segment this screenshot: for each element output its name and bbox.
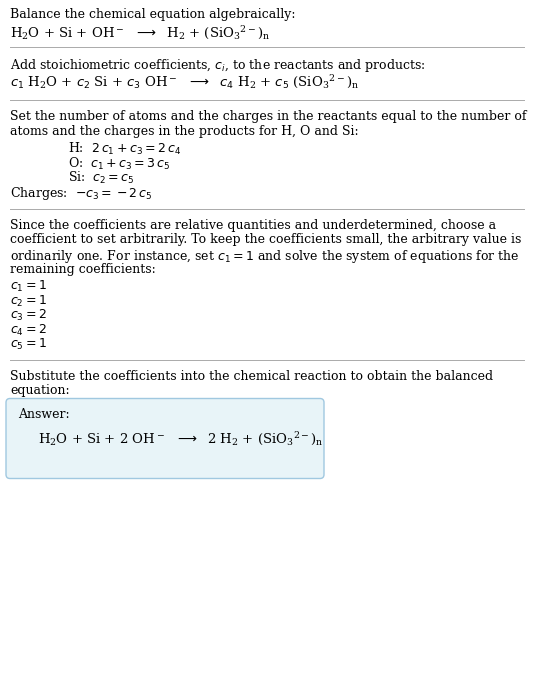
Text: $c_5 = 1$: $c_5 = 1$ [10,337,47,352]
Text: ordinarily one. For instance, set $c_1 = 1$ and solve the system of equations fo: ordinarily one. For instance, set $c_1 =… [10,248,520,265]
Text: $c_1$ $\mathregular{H_2O}$ + $c_2$ Si + $c_3$ $\mathregular{OH^-}$  $\longrighta: $c_1$ $\mathregular{H_2O}$ + $c_2$ Si + … [10,73,359,91]
Text: remaining coefficients:: remaining coefficients: [10,263,156,276]
Text: Since the coefficients are relative quantities and underdetermined, choose a: Since the coefficients are relative quan… [10,219,496,232]
Text: $\mathregular{H_2O}$ + Si + 2 $\mathregular{OH^-}$  $\longrightarrow$  2 $\mathr: $\mathregular{H_2O}$ + Si + 2 $\mathregu… [38,431,324,448]
Text: Balance the chemical equation algebraically:: Balance the chemical equation algebraica… [10,8,295,21]
Text: Answer:: Answer: [18,408,69,421]
Text: $c_2 = 1$: $c_2 = 1$ [10,294,47,309]
Text: Si:  $c_2 = c_5$: Si: $c_2 = c_5$ [68,170,135,186]
Text: O:  $c_1 + c_3 = 3\,c_5$: O: $c_1 + c_3 = 3\,c_5$ [68,156,170,172]
Text: H:  $2\,c_1 + c_3 = 2\,c_4$: H: $2\,c_1 + c_3 = 2\,c_4$ [68,141,181,157]
Text: $\mathregular{H_2O}$ + Si + $\mathregular{OH^-}$  $\longrightarrow$  $\mathregul: $\mathregular{H_2O}$ + Si + $\mathregula… [10,25,270,42]
Text: $c_3 = 2$: $c_3 = 2$ [10,308,47,323]
Text: Set the number of atoms and the charges in the reactants equal to the number of: Set the number of atoms and the charges … [10,110,527,123]
Text: $c_4 = 2$: $c_4 = 2$ [10,322,47,338]
FancyBboxPatch shape [6,399,324,479]
Text: Substitute the coefficients into the chemical reaction to obtain the balanced: Substitute the coefficients into the che… [10,370,493,383]
Text: equation:: equation: [10,384,69,397]
Text: coefficient to set arbitrarily. To keep the coefficients small, the arbitrary va: coefficient to set arbitrarily. To keep … [10,233,521,246]
Text: Add stoichiometric coefficients, $c_i$, to the reactants and products:: Add stoichiometric coefficients, $c_i$, … [10,57,426,74]
Text: Charges:  $-c_3 = -2\,c_5$: Charges: $-c_3 = -2\,c_5$ [10,185,153,202]
Text: atoms and the charges in the products for H, O and Si:: atoms and the charges in the products fo… [10,124,359,137]
Text: $c_1 = 1$: $c_1 = 1$ [10,279,47,294]
